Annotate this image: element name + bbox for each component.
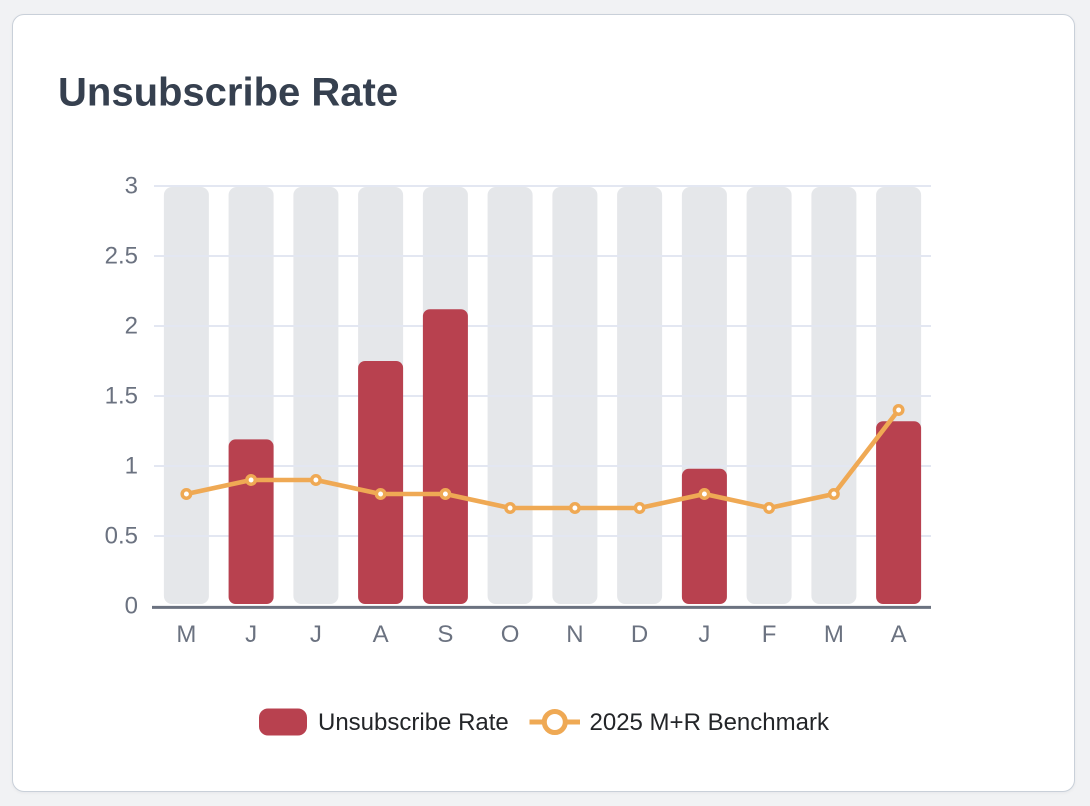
svg-text:Unsubscribe Rate: Unsubscribe Rate <box>58 71 398 115</box>
svg-text:M: M <box>176 621 196 648</box>
svg-text:N: N <box>566 621 583 648</box>
svg-text:2025 M+R Benchmark: 2025 M+R Benchmark <box>590 709 830 736</box>
svg-text:M: M <box>824 621 844 648</box>
svg-text:J: J <box>310 621 322 648</box>
svg-text:J: J <box>698 621 710 648</box>
svg-text:A: A <box>373 621 389 648</box>
svg-text:3: 3 <box>125 173 138 200</box>
svg-text:2: 2 <box>125 313 138 340</box>
svg-text:2.5: 2.5 <box>105 243 138 270</box>
svg-text:0.5: 0.5 <box>105 523 138 550</box>
svg-text:F: F <box>762 621 777 648</box>
svg-text:J: J <box>245 621 257 648</box>
svg-text:1.5: 1.5 <box>105 383 138 410</box>
svg-text:O: O <box>501 621 520 648</box>
svg-text:1: 1 <box>125 453 138 480</box>
svg-text:0: 0 <box>125 593 138 620</box>
svg-text:A: A <box>891 621 907 648</box>
svg-text:Unsubscribe Rate: Unsubscribe Rate <box>318 709 509 736</box>
svg-text:S: S <box>437 621 453 648</box>
svg-text:D: D <box>631 621 648 648</box>
